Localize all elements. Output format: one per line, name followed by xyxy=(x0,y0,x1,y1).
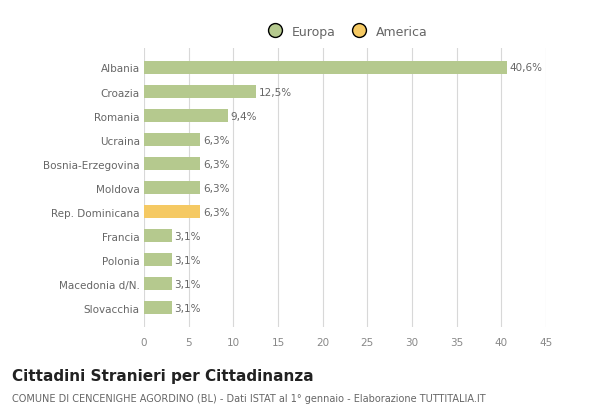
Bar xyxy=(144,86,256,99)
Text: 6,3%: 6,3% xyxy=(203,159,229,169)
Bar xyxy=(144,254,172,267)
Bar xyxy=(144,110,228,123)
Bar xyxy=(144,182,200,195)
Text: 6,3%: 6,3% xyxy=(203,135,229,145)
Bar xyxy=(144,134,200,147)
Bar xyxy=(144,62,506,75)
Text: 6,3%: 6,3% xyxy=(203,207,229,217)
Bar xyxy=(144,205,200,219)
Text: 3,1%: 3,1% xyxy=(175,279,201,289)
Text: COMUNE DI CENCENIGHE AGORDINO (BL) - Dati ISTAT al 1° gennaio - Elaborazione TUT: COMUNE DI CENCENIGHE AGORDINO (BL) - Dat… xyxy=(12,393,485,402)
Text: 12,5%: 12,5% xyxy=(259,87,292,97)
Legend: Europa, America: Europa, America xyxy=(259,22,431,43)
Text: 3,1%: 3,1% xyxy=(175,255,201,265)
Bar xyxy=(144,277,172,290)
Text: 3,1%: 3,1% xyxy=(175,303,201,313)
Text: 3,1%: 3,1% xyxy=(175,231,201,241)
Bar xyxy=(144,157,200,171)
Text: 40,6%: 40,6% xyxy=(509,63,542,73)
Bar xyxy=(144,301,172,315)
Text: Cittadini Stranieri per Cittadinanza: Cittadini Stranieri per Cittadinanza xyxy=(12,368,314,383)
Text: 9,4%: 9,4% xyxy=(230,111,257,121)
Bar xyxy=(144,229,172,243)
Text: 6,3%: 6,3% xyxy=(203,183,229,193)
